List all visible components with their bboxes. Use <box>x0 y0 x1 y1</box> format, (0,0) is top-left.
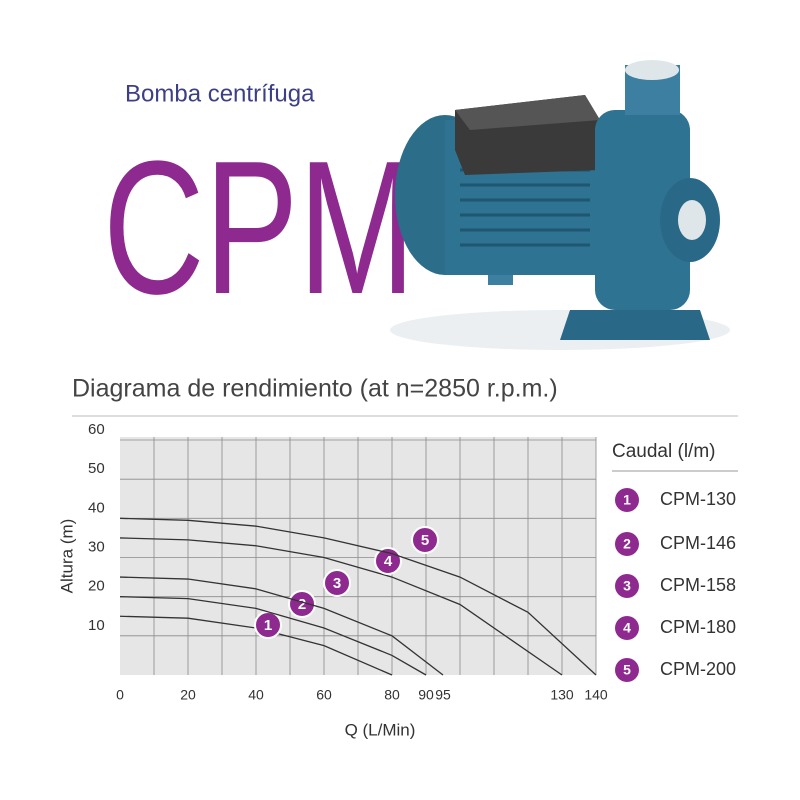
legend-marker <box>615 574 639 598</box>
legend-marker-label: 2 <box>623 536 631 552</box>
legend-marker-label: 3 <box>623 578 631 594</box>
y-tick-label: 20 <box>88 578 105 595</box>
legend-label: CPM-158 <box>660 575 736 595</box>
y-tick-label: 50 <box>88 460 105 477</box>
legend-marker-label: 4 <box>623 620 631 636</box>
y-tick-label: 60 <box>88 421 105 438</box>
x-tick-label: 40 <box>248 687 264 703</box>
series-line <box>119 537 563 676</box>
curve-marker-label: 3 <box>333 575 341 592</box>
x-tick-label: 90 <box>418 687 434 703</box>
curve-marker <box>323 569 351 597</box>
y-tick-label: 30 <box>88 538 105 555</box>
series-line <box>119 576 444 676</box>
x-tick-label: 95 <box>435 687 451 703</box>
curve-marker <box>288 590 316 618</box>
pump-illustration <box>390 60 730 350</box>
series-line <box>119 596 427 676</box>
legend-title: Caudal (l/m) <box>612 441 715 462</box>
legend-label: CPM-146 <box>660 533 736 553</box>
product-title: CPM <box>103 122 415 333</box>
y-tick-label: 10 <box>88 617 105 634</box>
legend-marker <box>615 616 639 640</box>
subtitle: Bomba centrífuga <box>125 80 315 107</box>
x-tick-label: 60 <box>316 687 332 703</box>
x-tick-label: 140 <box>584 687 608 703</box>
legend-label: CPM-130 <box>660 489 736 509</box>
legend-marker <box>615 658 639 682</box>
series-line <box>119 517 597 676</box>
x-tick-label: 80 <box>384 687 400 703</box>
x-tick-label: 130 <box>550 687 574 703</box>
curve-marker-label: 5 <box>421 532 429 549</box>
y-axis-label: Altura (m) <box>57 519 76 594</box>
legend-marker-label: 5 <box>623 662 631 678</box>
legend-marker-label: 1 <box>623 492 631 508</box>
x-tick-label: 0 <box>116 687 124 703</box>
chart-title: Diagrama de rendimiento (at n=2850 r.p.m… <box>72 375 558 403</box>
legend-label: CPM-200 <box>660 659 736 679</box>
legend-marker <box>615 488 639 512</box>
curve-marker-label: 1 <box>264 617 272 634</box>
x-tick-label: 20 <box>180 687 196 703</box>
legend-marker <box>615 532 639 556</box>
curve-marker-label: 2 <box>298 596 306 613</box>
legend-label: CPM-180 <box>660 617 736 637</box>
curve-marker-label: 4 <box>384 553 393 570</box>
curve-marker <box>411 526 439 554</box>
x-axis-label: Q (L/Min) <box>345 720 416 739</box>
y-tick-label: 40 <box>88 499 105 516</box>
